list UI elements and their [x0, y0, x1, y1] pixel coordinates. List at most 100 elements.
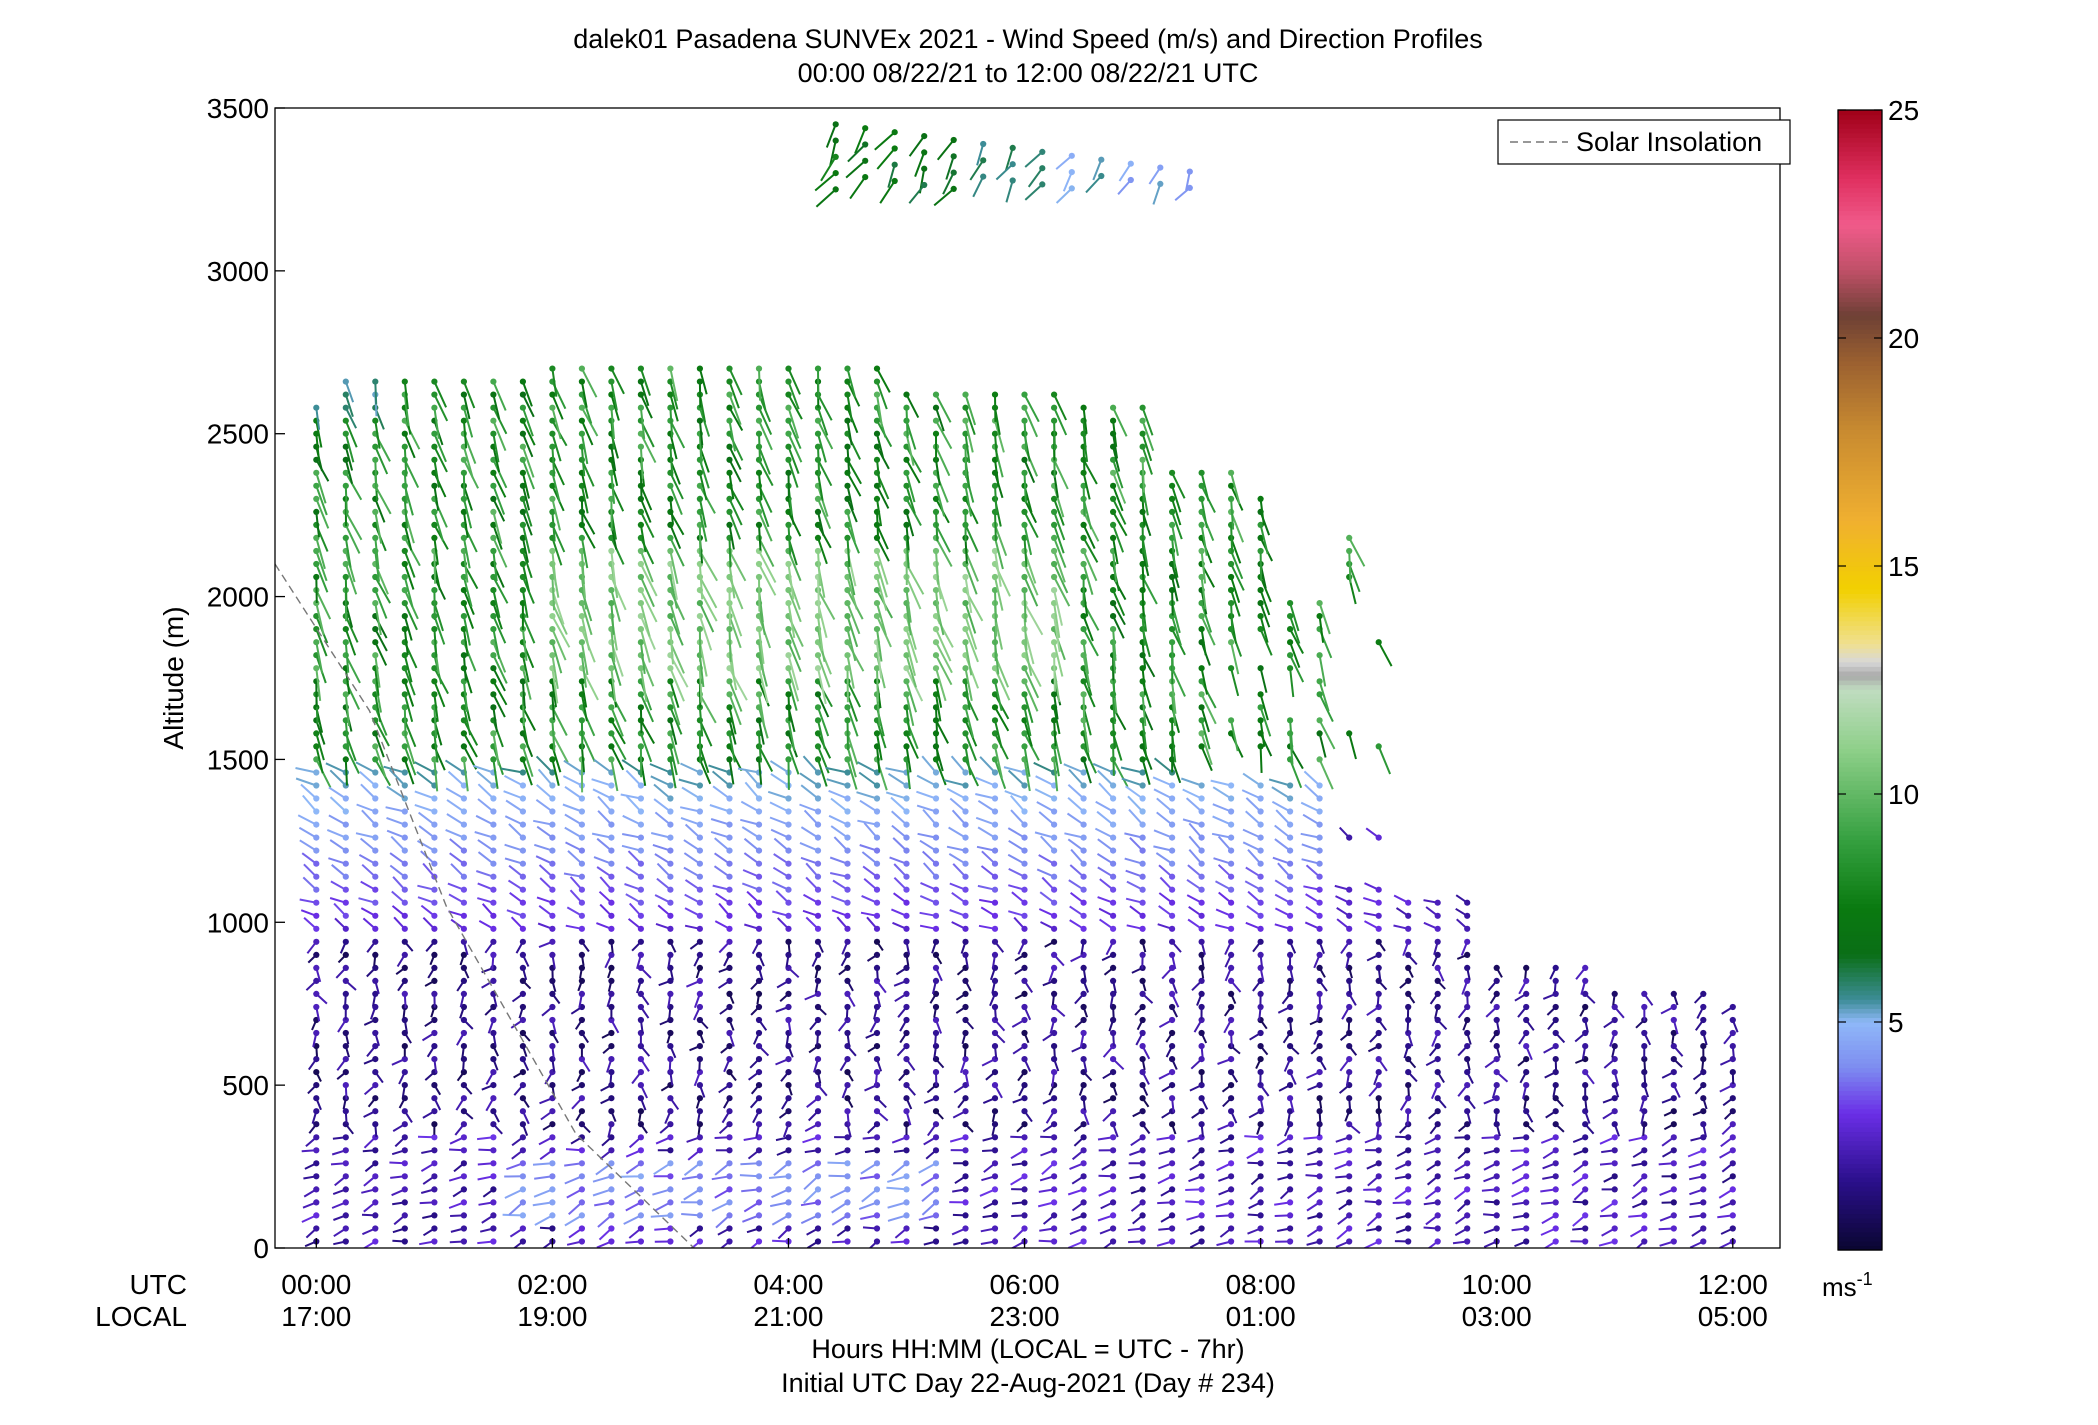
wind-barb-dot: [1169, 1147, 1176, 1154]
wind-barb-shaft: [1082, 628, 1099, 657]
wind-barb-dot: [667, 626, 674, 633]
wind-barb-dot: [1375, 1016, 1382, 1024]
wind-barb-shaft: [1082, 667, 1093, 696]
wind-barb-shaft: [846, 472, 862, 497]
wind-barb-dot: [1375, 925, 1382, 932]
wind-barb-dot: [313, 547, 320, 555]
wind-barb-shaft: [580, 433, 589, 465]
wind-barb-shaft: [504, 815, 524, 826]
wind-barb-shaft: [935, 394, 952, 423]
wind-barb-dot: [755, 1043, 763, 1050]
wind-barb-shaft: [492, 394, 501, 420]
wind-barb-dot: [460, 821, 467, 828]
wind-barb-dot: [1493, 1225, 1500, 1232]
wind-barb-dot: [903, 665, 910, 672]
wind-barb-dot: [873, 573, 881, 581]
wind-barb-shaft: [462, 381, 476, 409]
wind-barb-shaft: [535, 755, 554, 774]
wind-barb-shaft: [315, 537, 326, 570]
wind-barb-shaft: [859, 799, 878, 813]
wind-barb-shaft: [1259, 694, 1269, 721]
wind-barb-dot: [903, 1095, 910, 1102]
wind-barb-shaft: [521, 381, 533, 407]
wind-barb-dot: [1110, 600, 1117, 607]
wind-barb-dot: [1110, 821, 1117, 828]
wind-barb-shaft: [551, 706, 568, 736]
wind-barb-shaft: [653, 783, 672, 800]
wind-barb-dot: [549, 1043, 556, 1050]
wind-barb-dot: [726, 1095, 733, 1102]
wind-barb-shaft: [846, 537, 851, 567]
wind-barb-dot: [755, 912, 763, 919]
wind-barb-dot: [1287, 600, 1294, 607]
wind-barb-dot: [519, 678, 527, 685]
wind-barb-shaft: [817, 459, 833, 487]
wind-barb-shaft: [876, 576, 888, 611]
wind-barb-shaft: [1004, 790, 1025, 800]
wind-barb-dot: [1169, 508, 1176, 515]
wind-barb-dot: [1434, 1003, 1441, 1011]
wind-barb-shaft: [462, 420, 468, 449]
wind-barb-dot: [844, 951, 851, 959]
wind-barb-dot: [431, 391, 438, 398]
wind-barb-dot: [313, 1199, 320, 1206]
wind-barb-dot: [726, 704, 733, 711]
wind-barb-shaft: [1200, 602, 1213, 633]
wind-barb-dot: [932, 912, 940, 919]
wind-barb-dot: [1375, 964, 1382, 972]
wind-barb-dot: [1051, 1212, 1058, 1219]
wind-barb-dot: [1257, 821, 1264, 828]
wind-barb-dot: [991, 1186, 999, 1193]
wind-barb-dot: [667, 899, 674, 906]
wind-barb-dot: [1051, 1160, 1058, 1167]
wind-barb-dot: [313, 808, 320, 815]
wind-barb-shaft: [1053, 576, 1071, 607]
wind-barb-shaft: [1023, 707, 1032, 737]
wind-barb-dot: [1405, 1238, 1412, 1245]
wind-barb-dot: [1228, 1108, 1235, 1115]
wind-barb-dot: [637, 886, 645, 893]
wind-barb-dot: [1051, 1016, 1058, 1024]
wind-barb-dot: [1198, 1147, 1205, 1154]
wind-barb-shaft: [492, 446, 501, 473]
wind-barb-dot: [1021, 1173, 1028, 1180]
wind-barb-dot: [1434, 1134, 1441, 1141]
wind-barb-dot: [313, 560, 320, 568]
wind-barb-shaft: [876, 433, 885, 459]
wind-barb-dot: [431, 521, 438, 529]
wind-barb-dot: [1405, 912, 1412, 919]
wind-barb-dot: [1464, 925, 1471, 932]
wind-barb-shaft: [610, 420, 615, 450]
wind-barb-shaft: [580, 746, 585, 773]
wind-barb-dot: [1316, 990, 1323, 998]
wind-barb-shaft: [610, 654, 622, 686]
wind-barb-shaft: [669, 563, 678, 600]
wind-barb-dot: [1552, 1108, 1559, 1115]
wind-barb-dot: [932, 1199, 940, 1206]
wind-barb-shaft: [1259, 706, 1272, 737]
wind-barb-dot: [1464, 1108, 1471, 1115]
wind-barb-shaft: [739, 1174, 760, 1178]
wind-barb-dot: [755, 821, 763, 828]
wind-barb-shaft: [935, 654, 953, 686]
wind-barb-shaft: [817, 759, 828, 787]
wind-barb-dot: [1346, 1225, 1353, 1232]
wind-barb-shaft: [593, 758, 612, 774]
wind-barb-dot: [1464, 1160, 1471, 1167]
wind-barb-dot: [844, 391, 851, 398]
wind-barb-shaft: [1082, 459, 1098, 485]
wind-barb-shaft: [684, 823, 701, 839]
wind-barb-dot: [1346, 1043, 1353, 1050]
wind-barb-shaft: [403, 537, 421, 567]
wind-barb-dot: [1375, 886, 1382, 893]
wind-barb-dot: [578, 847, 586, 854]
wind-barb-shaft: [1053, 420, 1056, 451]
wind-barb-dot: [1434, 990, 1441, 998]
wind-barb-dot: [460, 782, 467, 789]
chart-title: dalek01 Pasadena SUNVEx 2021 - Wind Spee…: [573, 24, 1482, 54]
wind-barb-dot: [1169, 860, 1176, 867]
wind-barb-dot: [1493, 1082, 1500, 1089]
wind-barb-shaft: [1023, 394, 1040, 423]
wind-barb-shaft: [492, 680, 508, 706]
wind-barb-shaft: [846, 576, 858, 610]
